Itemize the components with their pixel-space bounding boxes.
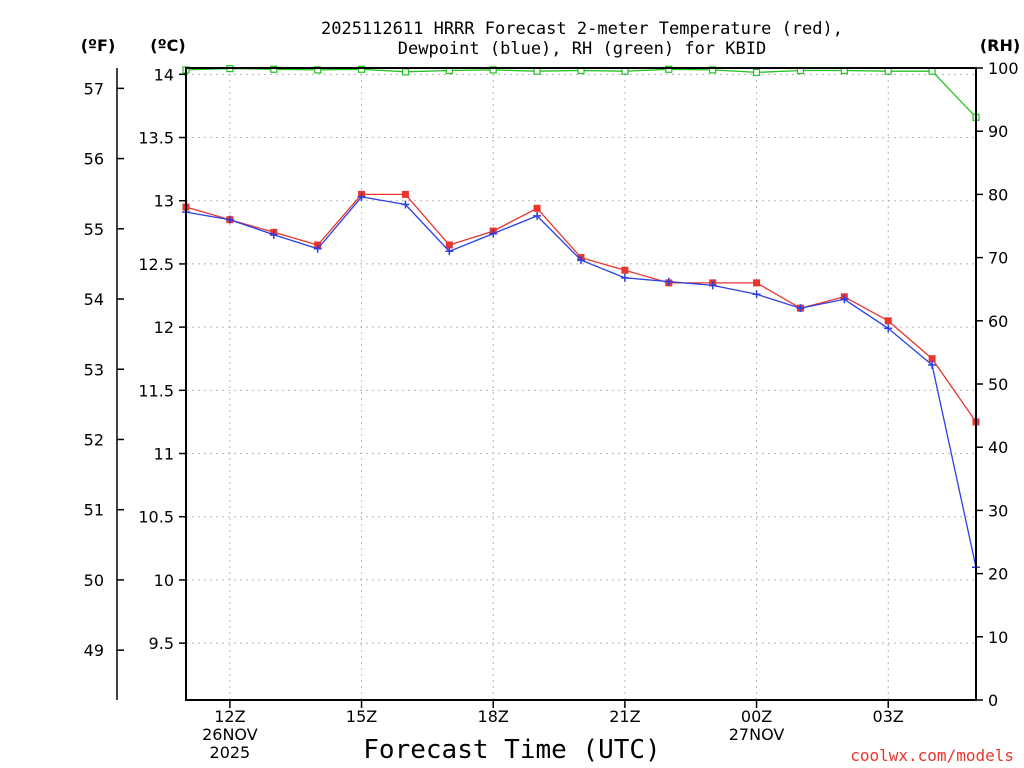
- plot-frame: [185, 67, 977, 701]
- time-tick-label: 18Z: [478, 707, 509, 726]
- fahrenheit-tick-label: 54: [84, 290, 104, 309]
- dewpoint-point: [708, 281, 717, 290]
- fahrenheit-unit-label: (ºF): [81, 36, 116, 55]
- rh-tick-label: 80: [988, 185, 1008, 204]
- celsius-tick-label: 12: [154, 318, 174, 337]
- fahrenheit-tick-label: 51: [84, 501, 104, 520]
- temperature-point: [533, 204, 541, 212]
- temperature-point: [753, 279, 761, 287]
- rh-point: [752, 68, 761, 77]
- rh-tick-label: 100: [988, 59, 1019, 78]
- dewpoint-point: [884, 324, 893, 333]
- rh-tick-label: 20: [988, 565, 1008, 584]
- fahrenheit-tick-label: 49: [84, 641, 104, 660]
- rh-point: [270, 65, 278, 73]
- celsius-tick-label: 13.5: [138, 129, 174, 148]
- grid-lines: [186, 68, 976, 700]
- rh-tick-label: 50: [988, 375, 1008, 394]
- celsius-tick-label: 9.5: [149, 634, 174, 653]
- celsius-tick-label: 11.5: [138, 381, 174, 400]
- fahrenheit-tick-label: 55: [84, 220, 104, 239]
- time-tick-label: 00Z: [741, 707, 772, 726]
- celsius-axis: 9.5 10 10.5 11 11.5 12 12.5 13 13.5 14: [138, 65, 186, 653]
- time-tick-label: 12Z: [214, 707, 245, 726]
- rh-point: [314, 66, 322, 74]
- temperature-point: [445, 241, 453, 249]
- rh-point: [884, 67, 892, 75]
- temperature-point: [401, 190, 409, 198]
- time-tick-label: 2025: [210, 743, 251, 762]
- fahrenheit-tick-label: 50: [84, 571, 104, 590]
- celsius-tick-label: 14: [154, 65, 174, 84]
- fahrenheit-tick-label: 53: [84, 360, 104, 379]
- celsius-tick-label: 10: [154, 571, 174, 590]
- fahrenheit-axis: 49 50 51 52 53 54 55 56 57: [84, 68, 124, 700]
- rh-point: [709, 66, 717, 74]
- celsius-unit-label: (ºC): [150, 36, 185, 55]
- dewpoint-point: [796, 304, 805, 313]
- temperature-point: [928, 355, 936, 363]
- dewpoint-point: [489, 229, 498, 238]
- celsius-tick-label: 12.5: [138, 255, 174, 274]
- dewpoint-point: [752, 290, 761, 299]
- dewpoint-point: [533, 211, 542, 220]
- rh-point: [928, 67, 936, 75]
- time-tick-label: 27NOV: [729, 725, 785, 744]
- rh-tick-label: 40: [988, 438, 1008, 457]
- time-tick-label: 03Z: [873, 707, 904, 726]
- dewpoint-point: [313, 244, 322, 253]
- rh-axis: 0 10 20 30 40 50 60 70 80 90 100: [976, 59, 1019, 710]
- time-tick-label: 21Z: [609, 707, 640, 726]
- rh-point: [357, 65, 366, 73]
- rh-line: [185, 67, 977, 118]
- dewpoint-line: [185, 196, 977, 568]
- dewpoint-point: [445, 247, 454, 256]
- rh-point: [533, 67, 541, 75]
- rh-point: [489, 66, 497, 74]
- dewpoint-point: [401, 200, 410, 209]
- chart-title-line-2: Dewpoint (blue), RH (green) for KBID: [398, 39, 766, 59]
- chart-title-line-1: 2025112611 HRRR Forecast 2-meter Tempera…: [321, 19, 843, 39]
- rh-tick-label: 0: [988, 691, 998, 710]
- dewpoint-point: [620, 273, 629, 282]
- dewpoint-point: [928, 361, 937, 370]
- time-tick-label: 15Z: [346, 707, 377, 726]
- temperature-point: [884, 317, 892, 325]
- x-axis-title: Forecast Time (UTC): [363, 735, 660, 765]
- rh-tick-label: 90: [988, 122, 1008, 141]
- dewpoint-point: [269, 230, 278, 239]
- time-tick-label: 26NOV: [202, 725, 258, 744]
- fahrenheit-tick-label: 56: [84, 150, 104, 169]
- rh-tick-label: 10: [988, 628, 1008, 647]
- rh-point: [621, 67, 629, 75]
- credit-text: coolwx.com/models: [850, 746, 1014, 765]
- celsius-tick-label: 10.5: [138, 508, 174, 527]
- temperature-point: [621, 266, 629, 274]
- rh-tick-label: 60: [988, 312, 1008, 331]
- celsius-tick-label: 13: [154, 192, 174, 211]
- dewpoint-point: [577, 256, 585, 265]
- dewpoint-point: [357, 192, 366, 201]
- dewpoint-point: [225, 215, 234, 224]
- fahrenheit-tick-label: 57: [84, 79, 104, 98]
- celsius-tick-label: 11: [154, 445, 174, 464]
- rh-tick-label: 30: [988, 501, 1008, 520]
- dewpoint-point: [840, 295, 849, 304]
- fahrenheit-tick-label: 52: [84, 430, 104, 449]
- dewpoint-point: [664, 277, 673, 286]
- rh-unit-label: (RH): [980, 36, 1020, 55]
- series-group: [182, 65, 980, 572]
- rh-point: [401, 68, 410, 76]
- rh-tick-label: 70: [988, 249, 1008, 268]
- rh-point: [665, 65, 673, 73]
